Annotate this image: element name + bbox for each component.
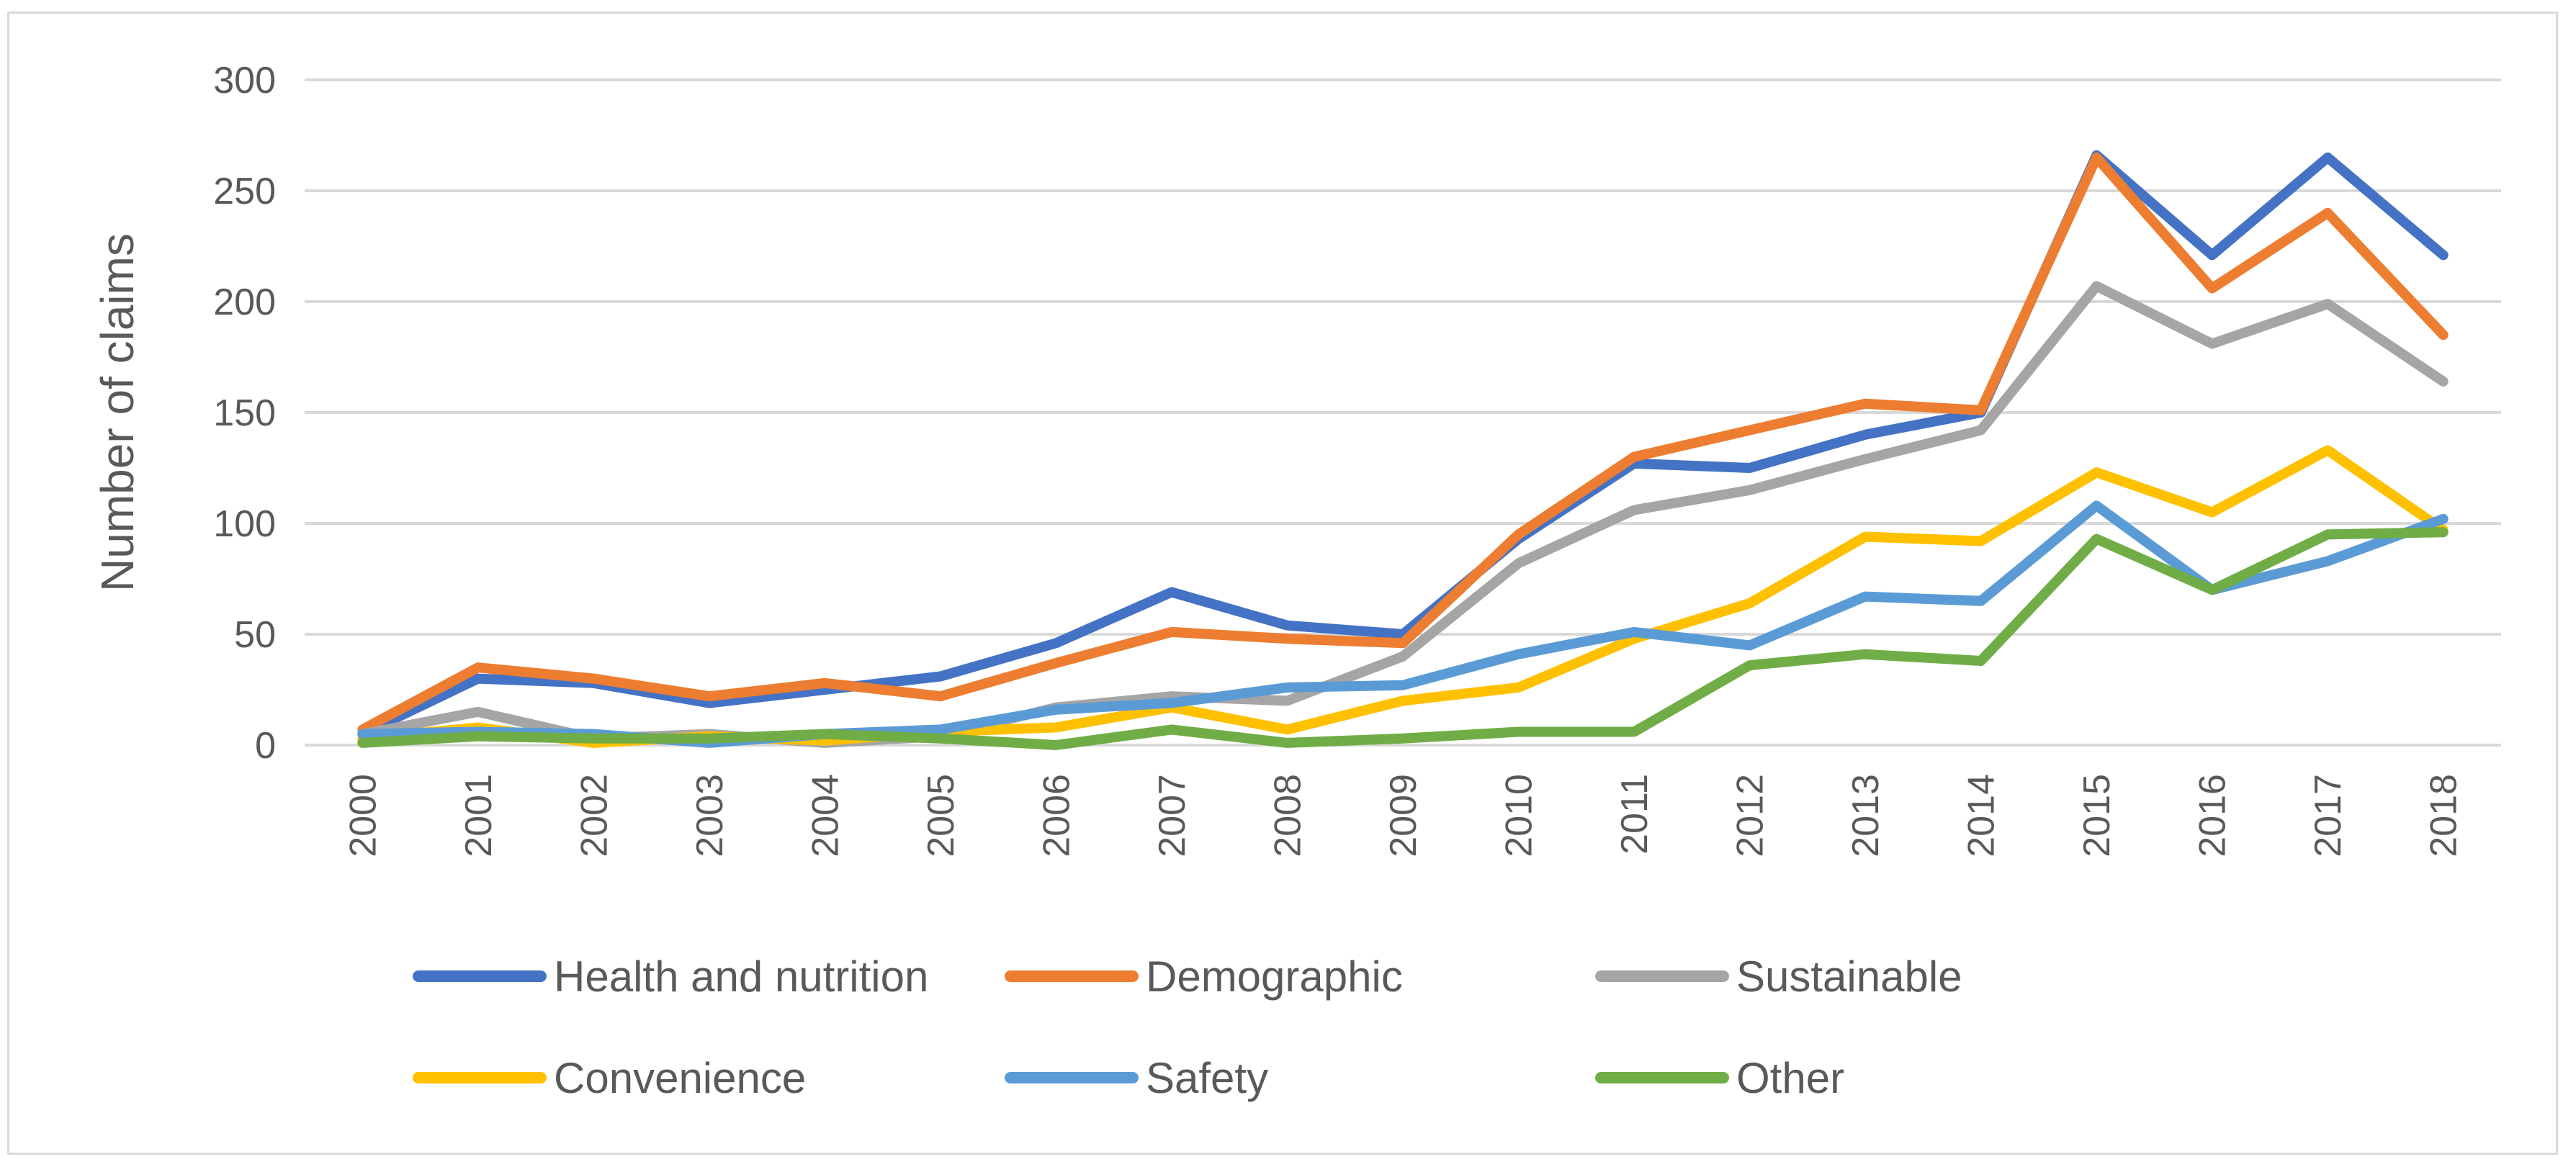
- x-tick-label: 2002: [573, 774, 615, 857]
- y-tick-label: 150: [213, 392, 276, 434]
- x-tick-label: 2009: [1383, 774, 1424, 857]
- x-tick-label: 2005: [920, 774, 962, 857]
- x-tick-label: 2004: [804, 774, 846, 857]
- series-line-demographic: [357, 152, 2449, 735]
- x-tick-label: 2015: [2076, 774, 2118, 857]
- series-lines: [357, 150, 2449, 750]
- y-tick-label: 50: [234, 614, 276, 656]
- legend: Health and nutrition Demographic Sustainab…: [413, 952, 1962, 1102]
- legend-label-convenience: Convenience: [554, 1054, 806, 1102]
- x-tick-label: 2001: [458, 774, 500, 857]
- x-tick-label: 2017: [2307, 774, 2349, 857]
- x-tick-label: 2014: [1961, 774, 2003, 857]
- chart-frame: 0 50 100 150 200 250 300 2000 2001 2002 2003 2004 2…: [7, 12, 2558, 1155]
- x-tick-label: 2008: [1267, 774, 1309, 857]
- y-axis-ticks: 0 50 100 150 200 250 300: [213, 60, 276, 767]
- x-tick-label: 2018: [2423, 774, 2465, 857]
- legend-label-sustainable: Sustainable: [1736, 952, 1962, 1001]
- gridlines: [305, 78, 2501, 747]
- x-tick-label: 2006: [1036, 774, 1077, 857]
- legend-label-other: Other: [1736, 1054, 1844, 1102]
- y-axis-title: Number of claims: [91, 233, 143, 592]
- x-axis-ticks: 2000 2001 2002 2003 2004 2005 2006 2007 2008 2009…: [342, 774, 2464, 857]
- x-tick-label: 2010: [1499, 774, 1540, 857]
- x-tick-label: 2012: [1730, 774, 1772, 857]
- y-tick-label: 0: [255, 725, 276, 767]
- series-line-safety: [357, 500, 2449, 748]
- x-tick-label: 2016: [2192, 774, 2234, 857]
- x-tick-label: 2007: [1152, 774, 1193, 857]
- x-tick-label: 2011: [1614, 774, 1656, 855]
- series-line-other: [357, 527, 2449, 750]
- y-tick-label: 250: [213, 171, 276, 212]
- series-line-sustainable: [357, 281, 2449, 748]
- x-tick-label: 2013: [1845, 774, 1887, 857]
- y-tick-label: 200: [213, 281, 276, 323]
- x-tick-label: 2000: [342, 774, 384, 857]
- y-tick-label: 100: [213, 503, 276, 545]
- y-tick-label: 300: [213, 60, 276, 102]
- legend-label-health-and-nutrition: Health and nutrition: [554, 952, 928, 1001]
- legend-label-safety: Safety: [1146, 1054, 1268, 1102]
- legend-label-demographic: Demographic: [1146, 952, 1403, 1001]
- x-tick-label: 2003: [689, 774, 731, 857]
